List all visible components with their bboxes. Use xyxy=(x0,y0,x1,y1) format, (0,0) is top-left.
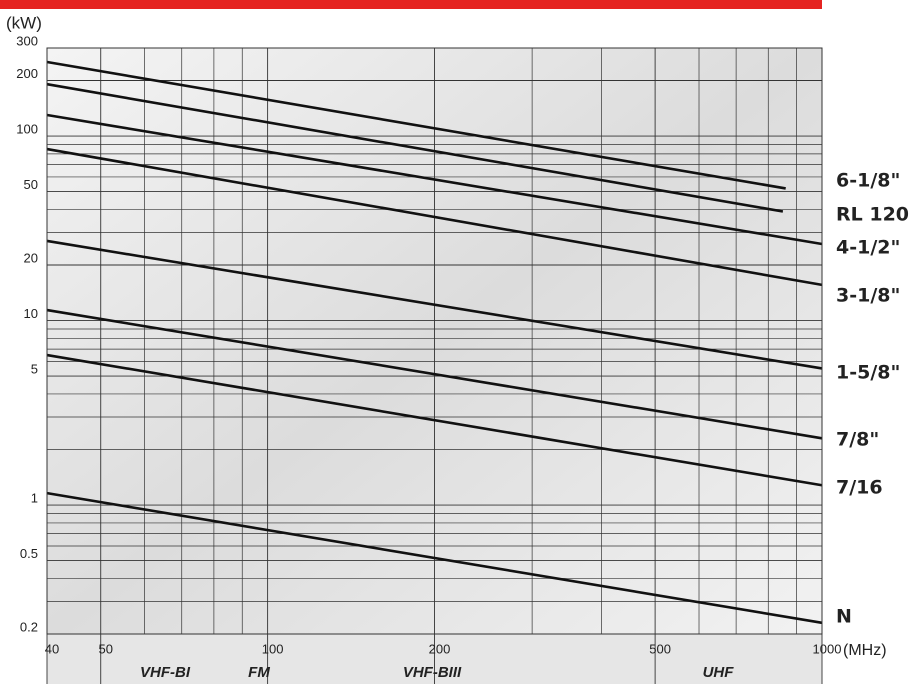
x-tick-label: 50 xyxy=(98,641,112,656)
y-unit: (kW) xyxy=(6,13,42,32)
y-tick-label: 300 xyxy=(16,33,38,48)
series-name: 4-1/2" xyxy=(836,237,900,259)
series-line xyxy=(46,239,823,370)
series-line xyxy=(46,60,786,190)
y-tick-label: 0.5 xyxy=(20,546,38,561)
series-name: 3-1/8" xyxy=(836,285,900,307)
series-name: RL 120 xyxy=(836,204,909,226)
band-label: VHF-BIII xyxy=(403,664,462,681)
series-line xyxy=(46,147,823,287)
y-tick-label: 100 xyxy=(16,121,38,136)
y-tick-label: 50 xyxy=(24,177,38,192)
band-label: VHF-BI xyxy=(140,664,191,681)
series-name: 7/16 xyxy=(836,477,883,499)
plot-frame xyxy=(46,47,823,635)
y-tick-label: 200 xyxy=(16,66,38,81)
y-tick-label: 10 xyxy=(24,306,38,321)
series-line xyxy=(46,491,823,625)
series-line xyxy=(46,113,823,246)
x-tick-label: 500 xyxy=(649,641,671,656)
y-tick-label: 5 xyxy=(31,362,38,377)
y-tick-label: 1 xyxy=(31,490,38,505)
x-tick-label: 1000 xyxy=(813,641,842,656)
x-unit: (MHz) xyxy=(843,642,887,659)
band-label: UHF xyxy=(703,664,735,681)
series-name: 1-5/8" xyxy=(836,362,900,384)
series-name: 6-1/8" xyxy=(836,170,900,192)
series-line xyxy=(46,82,784,213)
band-label: FM xyxy=(248,664,270,681)
series-name: N xyxy=(836,606,852,628)
lines xyxy=(46,60,823,625)
series-line xyxy=(46,353,823,487)
x-tick-label: 200 xyxy=(429,641,451,656)
x-tick-label: 100 xyxy=(262,641,284,656)
series-name: 7/8" xyxy=(836,429,879,451)
top-bar xyxy=(0,0,822,9)
series-line xyxy=(46,308,823,440)
y-tick-label: 20 xyxy=(24,250,38,265)
x-tick-label: 40 xyxy=(45,641,59,656)
y-tick-label: 0.2 xyxy=(20,619,38,634)
